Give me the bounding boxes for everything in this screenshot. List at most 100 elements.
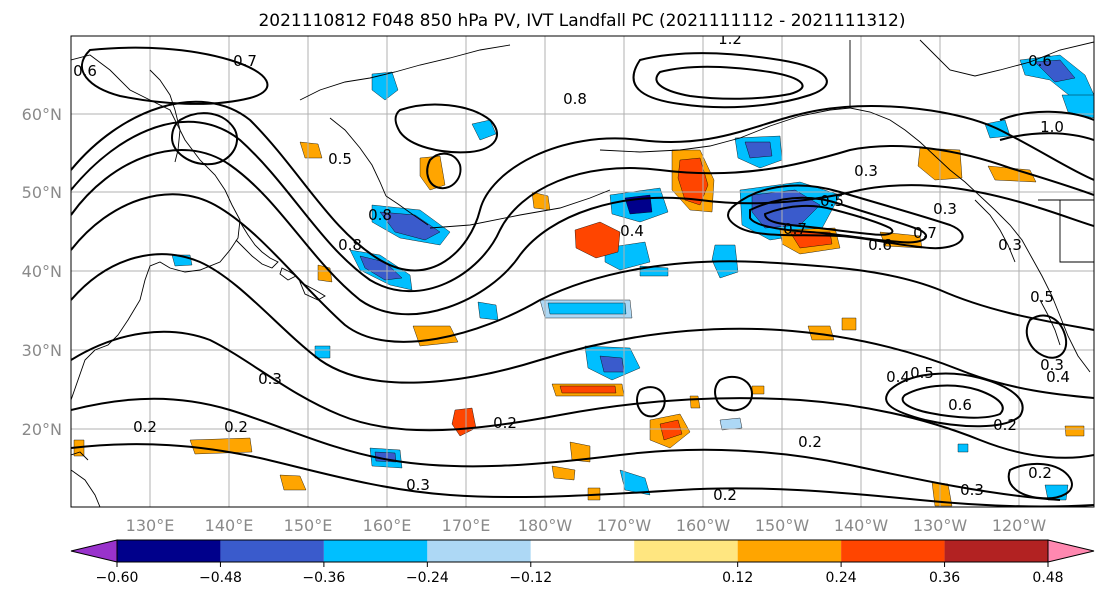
contour-label: 0.4 (1046, 368, 1070, 386)
contour-label: 0.3 (933, 200, 957, 218)
anomaly-patch (659, 419, 683, 441)
anomaly-patch (559, 385, 617, 394)
lat-tick-label: 30°N (22, 341, 62, 360)
lon-tick-label: 180°W (518, 516, 573, 535)
colorbar-segment (737, 540, 842, 562)
figure-title: 2021110812 F048 850 hPa PV, IVT Landfall… (258, 11, 905, 31)
lon-tick-label: 130°W (913, 516, 968, 535)
anomaly-patch (547, 302, 627, 315)
lon-tick-label: 140°E (205, 516, 254, 535)
anomaly-patch (719, 417, 743, 431)
contour-label: 0.3 (854, 162, 878, 180)
contour-label: 0.2 (1028, 464, 1052, 482)
colorbar-tick-label: 0.48 (1032, 570, 1063, 586)
contour-label: 0.6 (1028, 52, 1052, 70)
colorbar-tick-label: −0.36 (302, 570, 345, 586)
contour-label: 0.4 (886, 368, 910, 386)
anomaly-patch (299, 141, 323, 159)
anomaly-patch (379, 211, 441, 241)
contour-label: 0.4 (620, 222, 644, 240)
contour-label: 1.2 (718, 30, 742, 48)
anomaly-patch (1064, 425, 1085, 437)
contour-label: 0.8 (563, 90, 587, 108)
anomaly-patch (807, 325, 835, 341)
contour-label: 0.2 (798, 433, 822, 451)
contour-labels: 1.20.60.80.70.50.30.80.40.5 0.30.2 0.20.30… (73, 30, 1070, 504)
lon-tick-label: 130°E (126, 516, 175, 535)
colorbar-tick-label: −0.24 (406, 570, 449, 586)
lat-tick-label: 40°N (22, 262, 62, 281)
anomaly-patch (574, 221, 621, 259)
map-panel: 1.20.60.80.70.50.30.80.40.5 0.30.2 0.20.30… (70, 30, 1095, 508)
anomaly-patch (189, 437, 253, 455)
contour-label: 0.6 (868, 236, 892, 254)
anomaly-patch (551, 465, 576, 481)
anomaly-patch (1061, 94, 1094, 119)
lat-tick-label: 60°N (22, 105, 62, 124)
colorbar-tick-label: 0.36 (929, 570, 960, 586)
colorbar-segment (944, 540, 1048, 562)
colorbar-segment (220, 540, 324, 562)
colorbar-segment (634, 540, 738, 562)
contour-label: 0.5 (820, 192, 844, 210)
contour-label: 0.6 (948, 396, 972, 414)
colorbar-segment (427, 540, 531, 562)
anomaly-patch (599, 355, 625, 373)
contour-label: 0.2 (224, 418, 248, 436)
anomaly-patch (477, 301, 499, 321)
lon-tick-label: 150°E (284, 516, 333, 535)
anomaly-patch (314, 345, 331, 359)
anomaly-patch (471, 119, 497, 141)
lon-tick-label: 150°W (755, 516, 810, 535)
contour-label: 0.5 (328, 150, 352, 168)
contour-label: 0.7 (913, 224, 937, 242)
contour-label: 0.2 (133, 418, 157, 436)
colorbar-tick-label: −0.60 (96, 570, 139, 586)
anomaly-patch (689, 395, 701, 409)
contour-label: 0.3 (406, 476, 430, 494)
colorbar-extend-low (70, 539, 118, 563)
longitude-labels: 130°E 140°E 150°E 160°E 170°E 180°W 170°W 160°W… (126, 516, 1047, 535)
lon-tick-label: 160°E (363, 516, 412, 535)
colorbar-segment (530, 540, 635, 562)
anomaly-patch (841, 317, 857, 331)
contour-label: 0.3 (960, 481, 984, 499)
anomaly-patch (987, 165, 1037, 183)
contour-label: 0.6 (73, 62, 97, 80)
colorbar-segment (841, 540, 945, 562)
contour-label: 0.3 (258, 370, 282, 388)
coastlines (71, 39, 1094, 507)
latitude-labels: 60°N 50°N 40°N 30°N 20°N (22, 105, 62, 439)
anomaly-patch (279, 474, 307, 491)
lon-tick-label: 170°E (442, 516, 491, 535)
anomaly-patch (371, 71, 399, 101)
lat-tick-label: 50°N (22, 183, 62, 202)
anomaly-patch (744, 141, 773, 159)
contour-label: 0.3 (1040, 356, 1064, 374)
colorbar: −0.60 −0.48 −0.36 −0.24 −0.12 0.12 0.24 0.36 0.4… (70, 539, 1095, 586)
contour-label: 0.8 (338, 236, 362, 254)
contour-label: 1.0 (1040, 118, 1064, 136)
lon-tick-label: 160°W (676, 516, 731, 535)
anomaly-patch (569, 441, 591, 463)
lon-tick-label: 170°W (597, 516, 652, 535)
colorbar-tick-label: −0.12 (509, 570, 552, 586)
contour-label: 0.5 (1030, 288, 1054, 306)
contour-lines (71, 46, 1094, 507)
contour-label: 0.7 (233, 52, 257, 70)
contour-label: 0.2 (993, 416, 1017, 434)
graticule (71, 36, 1094, 507)
colorbar-tick-label: 0.12 (722, 570, 753, 586)
contour-label: 0.2 (713, 486, 737, 504)
colorbar-tick-label: 0.24 (826, 570, 857, 586)
contour-label: 0.5 (910, 364, 934, 382)
colorbar-frame (116, 539, 1049, 563)
anomaly-patch (751, 385, 765, 395)
contour-label: 0.2 (493, 414, 517, 432)
colorbar-tick-label: −0.48 (199, 570, 242, 586)
lon-tick-label: 140°W (834, 516, 889, 535)
lat-tick-label: 20°N (22, 420, 62, 439)
anomaly-patch (1034, 59, 1076, 83)
anomaly-patch (677, 157, 709, 206)
